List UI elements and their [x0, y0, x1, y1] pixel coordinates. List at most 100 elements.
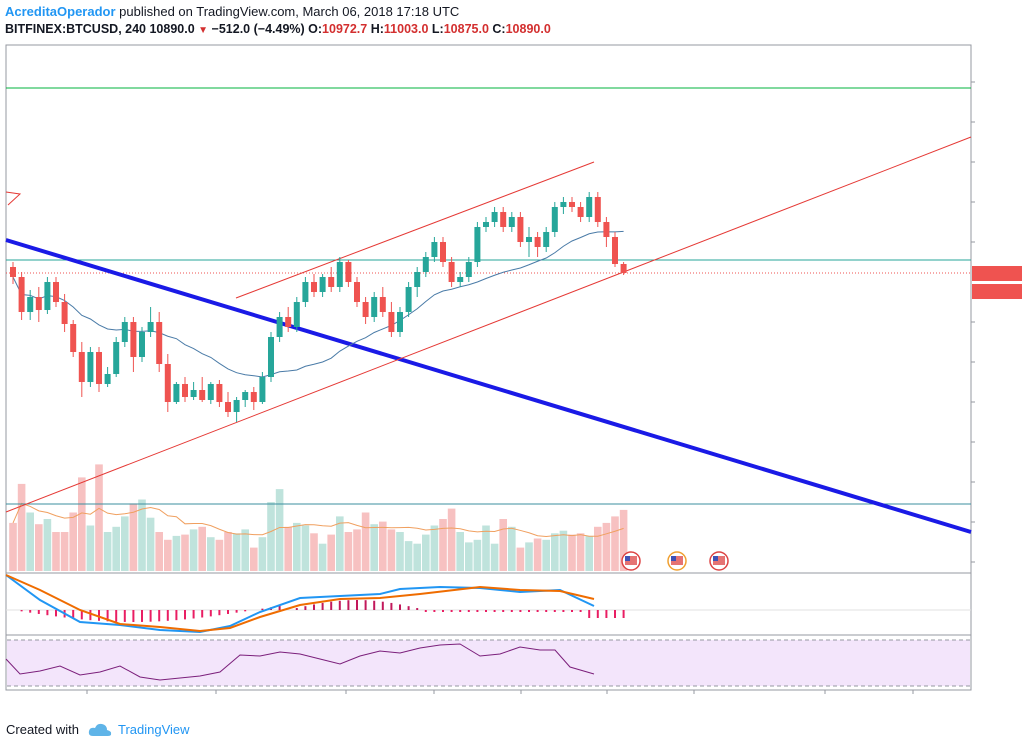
- volume-bar-7: [69, 512, 77, 571]
- candle-body-1: [18, 277, 25, 312]
- candle-body-52: [457, 277, 464, 282]
- chart-area[interactable]: [0, 42, 1036, 716]
- candle-body-14: [130, 322, 137, 357]
- volume-bar-5: [52, 532, 60, 571]
- volume-bar-43: [379, 521, 387, 571]
- candle-body-45: [397, 312, 403, 332]
- candle-body-5: [53, 282, 59, 302]
- close-value: 10890.0: [505, 22, 551, 36]
- candle-body-66: [577, 207, 584, 217]
- created-with-text: Created with: [6, 722, 79, 737]
- chart-header: AcreditaOperador published on TradingVie…: [0, 0, 1036, 42]
- footer: Created with TradingView: [0, 716, 1036, 746]
- time-axis[interactable]: [86, 690, 914, 694]
- volume-bar-30: [267, 502, 275, 571]
- candle-body-22: [199, 390, 206, 400]
- candle-body-69: [603, 222, 610, 237]
- volume-bar-24: [215, 539, 224, 571]
- volume-bar-54: [473, 539, 482, 571]
- candle-body-46: [405, 287, 412, 312]
- volume-bar-52: [456, 532, 464, 571]
- volume-bar-1: [17, 483, 26, 571]
- volume-bars: [9, 464, 628, 571]
- volume-bar-60: [525, 542, 533, 571]
- volume-bar-66: [576, 533, 585, 571]
- high-value: 11003.0: [383, 22, 429, 36]
- ohlc-line: BITFINEX:BTCUSD, 240 10890.0 ▼ −512.0 (−…: [5, 22, 551, 36]
- volume-bar-69: [602, 522, 611, 571]
- candle-body-3: [35, 297, 42, 310]
- volume-bar-41: [361, 512, 370, 571]
- volume-bar-47: [413, 543, 421, 571]
- volume-bar-28: [250, 547, 258, 571]
- candle-body-17: [156, 322, 163, 364]
- volume-bar-63: [551, 533, 559, 571]
- volume-bar-56: [490, 543, 499, 571]
- candle-body-37: [328, 277, 335, 287]
- event-markers[interactable]: [621, 551, 729, 571]
- volume-bar-21: [189, 529, 198, 571]
- event-flag-canton-1: [671, 556, 676, 561]
- open-label: O:: [308, 22, 323, 36]
- candles: [10, 192, 627, 422]
- volume-bar-26: [232, 533, 241, 571]
- volume-bar-48: [422, 534, 430, 571]
- volume-bar-62: [542, 539, 550, 571]
- author-link[interactable]: AcreditaOperador: [5, 4, 116, 19]
- candle-body-13: [121, 322, 128, 342]
- candle-body-55: [483, 222, 489, 227]
- rsi-indicator: [5, 639, 970, 687]
- volume-bar-35: [310, 533, 318, 571]
- volume-bar-2: [26, 512, 34, 571]
- candle-body-34: [302, 282, 309, 302]
- price-axis[interactable]: [971, 81, 975, 563]
- candle-body-8: [78, 352, 85, 382]
- candle-body-20: [182, 384, 188, 397]
- candle-body-58: [508, 217, 515, 227]
- channel-top-line: [235, 161, 595, 299]
- candle-body-70: [612, 237, 618, 264]
- arrow-mark: [5, 191, 22, 206]
- candle-body-7: [70, 324, 77, 352]
- countdown-tag: [972, 284, 1022, 299]
- candle-body-11: [104, 374, 111, 384]
- volume-bar-0: [9, 522, 17, 571]
- volume-bar-13: [121, 516, 129, 571]
- candle-body-15: [139, 332, 145, 357]
- candle-body-47: [414, 272, 421, 287]
- volume-bar-61: [533, 538, 542, 571]
- candle-body-44: [388, 312, 395, 332]
- volume-bar-17: [155, 532, 163, 571]
- candle-body-38: [336, 262, 343, 287]
- symbol-label[interactable]: BITFINEX:BTCUSD, 240: [5, 22, 146, 36]
- volume-bar-57: [499, 519, 507, 571]
- volume-bar-51: [447, 508, 456, 571]
- candle-body-29: [259, 377, 266, 402]
- volume-bar-37: [327, 534, 335, 571]
- volume-bar-70: [611, 516, 619, 571]
- high-label: H:: [370, 22, 384, 36]
- volume-bar-16: [146, 517, 155, 571]
- volume-bar-58: [508, 526, 516, 571]
- volume-bar-45: [396, 532, 404, 571]
- last-price: 10890.0: [149, 22, 195, 36]
- volume-bar-32: [284, 526, 292, 571]
- volume-bar-31: [275, 489, 284, 571]
- candle-body-35: [311, 282, 317, 292]
- volume-bar-71: [619, 509, 628, 571]
- candle-body-56: [491, 212, 498, 222]
- candle-body-64: [560, 202, 567, 207]
- uptrend-line: [5, 136, 972, 513]
- volume-bar-38: [336, 516, 344, 571]
- tradingview-brand-link[interactable]: TradingView: [118, 722, 190, 737]
- candle-body-36: [319, 277, 326, 292]
- macd-pane[interactable]: [5, 572, 972, 636]
- volume-bar-34: [301, 525, 310, 571]
- drawings[interactable]: [5, 87, 972, 534]
- candle-body-31: [276, 317, 283, 337]
- candle-body-41: [362, 302, 369, 317]
- volume-bar-11: [103, 532, 112, 571]
- volume-bar-29: [258, 537, 267, 571]
- event-flag-canton-0: [625, 556, 630, 561]
- candle-body-60: [526, 237, 532, 242]
